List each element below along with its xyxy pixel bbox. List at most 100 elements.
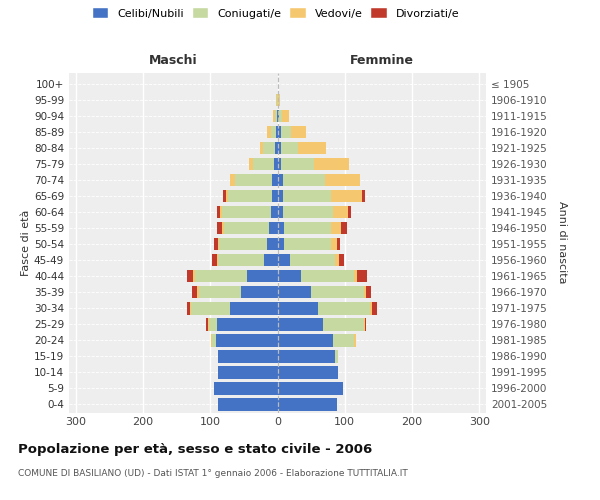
Bar [212,334,215,346]
Bar [211,334,212,346]
Bar [218,238,219,250]
Bar [264,254,277,266]
Bar [230,174,235,186]
Bar [218,350,277,362]
Bar [277,238,284,250]
Bar [365,318,366,330]
Bar [331,222,341,234]
Text: Maschi: Maschi [149,54,197,67]
Bar [206,318,208,330]
Bar [260,142,263,154]
Bar [199,286,241,298]
Text: Popolazione per età, sesso e stato civile - 2006: Popolazione per età, sesso e stato civil… [18,442,372,456]
Bar [187,302,190,314]
Bar [277,206,283,218]
Bar [214,238,218,250]
Bar [279,110,282,122]
Bar [277,302,318,314]
Bar [318,302,370,314]
Bar [217,318,277,330]
Bar [353,270,357,282]
Bar [277,270,301,282]
Bar [277,350,335,362]
Y-axis label: Fasce di età: Fasce di età [21,210,31,276]
Bar [218,398,277,410]
Bar [192,286,197,298]
Bar [218,366,277,378]
Bar [331,238,337,250]
Bar [190,302,191,314]
Bar [263,142,275,154]
Bar [277,190,283,202]
Bar [223,222,224,234]
Bar [277,382,343,394]
Bar [282,110,289,122]
Bar [187,270,193,282]
Bar [332,334,354,346]
Bar [269,222,277,234]
Bar [197,286,199,298]
Bar [311,286,364,298]
Bar [191,302,230,314]
Bar [274,110,275,122]
Bar [235,174,272,186]
Bar [365,286,371,298]
Bar [364,318,365,330]
Bar [276,126,277,138]
Bar [331,190,362,202]
Bar [226,190,229,202]
Bar [277,222,284,234]
Bar [275,110,277,122]
Bar [247,270,277,282]
Bar [335,254,339,266]
Bar [290,254,335,266]
Bar [298,142,326,154]
Bar [283,174,325,186]
Bar [229,190,272,202]
Bar [195,270,247,282]
Bar [337,238,340,250]
Bar [362,190,365,202]
Y-axis label: Anni di nascita: Anni di nascita [557,201,567,283]
Bar [323,318,364,330]
Bar [217,206,220,218]
Bar [341,222,347,234]
Bar [277,94,279,106]
Bar [277,174,283,186]
Bar [220,206,223,218]
Bar [283,206,334,218]
Bar [348,206,352,218]
Bar [272,174,277,186]
Bar [275,142,277,154]
Bar [277,158,281,170]
Bar [301,270,353,282]
Bar [223,206,271,218]
Legend: Celibi/Nubili, Coniugati/e, Vedovi/e, Divorziati/e: Celibi/Nubili, Coniugati/e, Vedovi/e, Di… [93,8,459,19]
Bar [277,142,281,154]
Bar [274,158,277,170]
Bar [214,382,277,394]
Bar [284,222,331,234]
Bar [230,302,277,314]
Bar [334,206,348,218]
Bar [272,190,277,202]
Bar [354,334,356,346]
Bar [277,126,281,138]
Bar [268,238,277,250]
Bar [249,158,253,170]
Bar [212,254,217,266]
Bar [193,270,195,282]
Bar [371,302,377,314]
Bar [339,254,344,266]
Bar [276,94,277,106]
Bar [277,366,338,378]
Bar [284,238,331,250]
Bar [208,318,209,330]
Bar [268,126,271,138]
Bar [217,254,218,266]
Bar [271,206,277,218]
Bar [370,302,371,314]
Bar [223,190,226,202]
Bar [364,286,365,298]
Bar [217,222,223,234]
